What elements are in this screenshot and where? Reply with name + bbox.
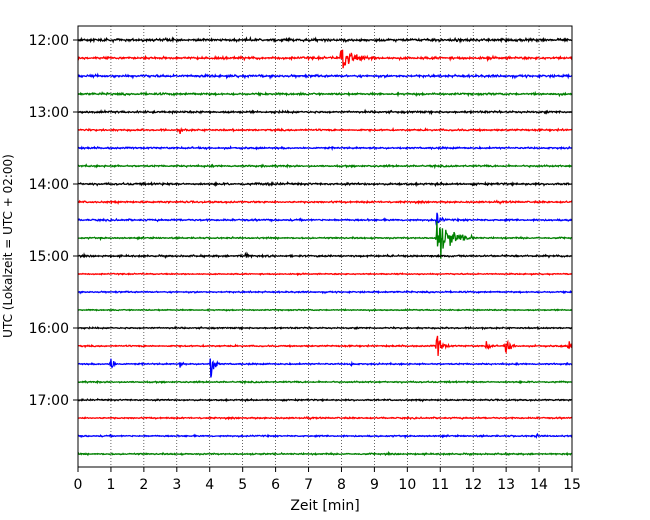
y-tick-label: 17:00 — [29, 393, 69, 409]
x-tick-label: 5 — [238, 477, 247, 493]
x-tick-label: 1 — [106, 477, 115, 493]
trace-1700 — [77, 397, 573, 403]
x-tick-label: 15 — [563, 477, 581, 493]
x-tick-label: 12 — [464, 477, 482, 493]
x-tick-label: 6 — [271, 477, 280, 493]
trace-1730 — [77, 432, 573, 440]
trace-1330 — [77, 145, 573, 151]
trace-1430 — [77, 212, 572, 226]
y-tick-label: 12:00 — [29, 33, 69, 49]
y-axis-label: UTC (Lokalzeit = UTC + 02:00) — [1, 154, 15, 338]
y-axis: 12:00 13:00 14:00 15:00 16:00 17:00 — [29, 33, 78, 409]
x-tick-label: 8 — [337, 477, 346, 493]
trace-1400 — [77, 181, 573, 188]
plot-frame — [77, 25, 573, 468]
trace-1530 — [77, 289, 573, 295]
x-tick-label: 9 — [370, 477, 379, 493]
trace-1745 — [77, 450, 573, 457]
trace-1630 — [77, 358, 573, 378]
traces — [77, 35, 573, 457]
trace-1300 — [77, 108, 573, 116]
y-tick-label: 14:00 — [29, 177, 69, 193]
x-axis: 0 1 2 3 4 5 6 7 8 9 10 11 12 13 14 15 — [74, 467, 581, 493]
trace-1215 — [77, 49, 573, 69]
trace-1500 — [77, 251, 573, 259]
y-tick-label: 15:00 — [29, 249, 69, 265]
x-tick-label: 13 — [497, 477, 515, 493]
trace-1230 — [77, 72, 573, 80]
trace-1645 — [77, 379, 573, 385]
x-tick-label: 0 — [74, 477, 83, 493]
trace-1715 — [77, 415, 573, 421]
trace-1600 — [77, 325, 573, 331]
y-tick-label: 16:00 — [29, 321, 69, 337]
trace-1245 — [77, 90, 573, 98]
x-tick-label: 4 — [205, 477, 214, 493]
x-tick-label: 3 — [172, 477, 181, 493]
trace-1345 — [77, 163, 573, 170]
x-tick-label: 2 — [139, 477, 148, 493]
trace-1415 — [77, 199, 573, 205]
trace-1315 — [77, 127, 573, 134]
trace-1515 — [77, 272, 573, 277]
x-axis-label: Zeit [min] — [290, 498, 359, 514]
y-tick-label: 13:00 — [29, 105, 69, 121]
x-tick-label: 11 — [431, 477, 449, 493]
trace-1445 — [77, 221, 573, 259]
trace-1545 — [77, 308, 573, 313]
x-tick-label: 7 — [304, 477, 313, 493]
trace-1615 — [77, 335, 573, 356]
x-tick-label: 14 — [530, 477, 548, 493]
trace-1200 — [77, 35, 573, 44]
x-tick-label: 10 — [398, 477, 416, 493]
